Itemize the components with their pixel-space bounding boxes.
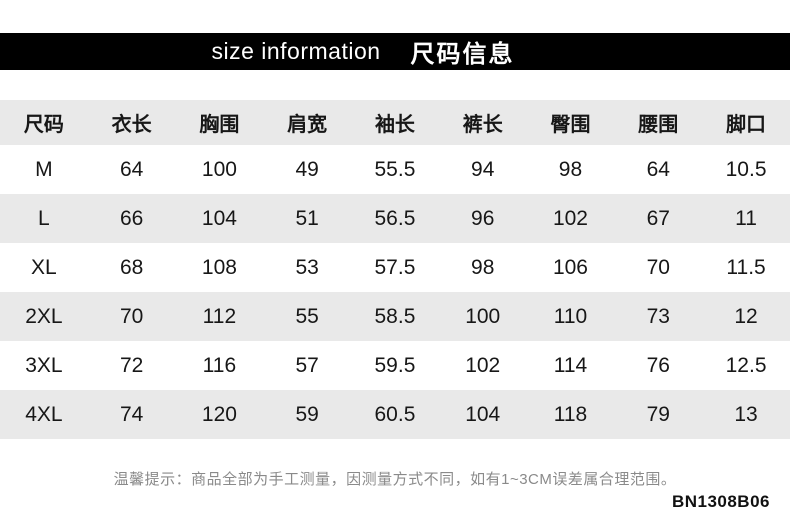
value-cell: 55.5 [374,157,416,181]
title-banner: size information 尺码信息 [0,33,790,70]
column-header: 尺码 [0,100,88,145]
value-cell: 64 [119,157,144,181]
size-table: 尺码 衣长 胸围 肩宽 袖长 裤长 臀围 腰围 脚口 M 64 100 49 55.5 94 98 64 10.… [0,100,790,439]
measurement-note: 温馨提示：商品全部为手工测量，因测量方式不同，如有1~3CM误差属合理范围。 [113,471,677,488]
title-chinese: 尺码信息 [410,41,515,68]
value-cell: 106 [552,255,588,279]
table-row: 4XL 74 120 59 60.5 104 118 79 13 [0,390,790,439]
value-cell: 66 [119,206,144,230]
table-row: 2XL 70 112 55 58.5 100 110 73 12 [0,292,790,341]
table-row: L 66 104 51 56.5 96 102 67 11 [0,194,790,243]
value-cell: 67 [646,206,670,230]
value-cell: 59.5 [374,353,416,377]
value-cell: 73 [646,304,670,328]
value-cell: 112 [202,304,237,328]
value-cell: 94 [471,157,495,181]
value-cell: 60.5 [374,402,416,426]
value-cell: 114 [553,353,588,377]
value-cell: 102 [552,206,588,230]
value-cell: 74 [119,402,144,426]
size-table-body: M 64 100 49 55.5 94 98 64 10.5 L 66 104 51 56.5 96 102 6… [0,145,790,439]
value-cell: 11.5 [726,255,766,279]
column-header: 腰围 [614,100,703,145]
value-cell: 104 [465,402,501,426]
value-cell: 70 [119,304,144,328]
value-cell: 12.5 [725,353,767,377]
value-cell: 51 [295,206,319,230]
value-cell: 98 [558,157,583,181]
column-header: 肩宽 [263,100,352,145]
column-header: 臀围 [526,100,615,145]
value-cell: 57 [295,353,319,377]
column-header: 袖长 [351,100,439,145]
value-cell: 110 [553,304,588,328]
value-cell: 102 [465,353,501,377]
value-cell: 64 [646,157,670,181]
value-cell: 100 [201,157,237,181]
value-cell: 57.5 [374,255,416,279]
column-header: 衣长 [87,100,176,145]
column-header: 裤长 [438,100,527,145]
value-cell: 98 [471,255,495,279]
value-cell: 72 [119,353,144,377]
value-cell: 13 [734,402,758,426]
value-cell: 70 [646,255,670,279]
value-cell: 116 [202,353,237,377]
size-cell: 2XL [25,304,63,328]
value-cell: 56.5 [374,206,416,230]
value-cell: 49 [295,157,319,181]
value-cell: 100 [465,304,501,328]
value-cell: 76 [646,353,670,377]
table-row: XL 68 108 53 57.5 98 106 70 11.5 [0,243,790,292]
value-cell: 11 [735,206,757,230]
value-cell: 96 [471,206,495,230]
value-cell: 12 [734,304,758,328]
title-english: size information [211,38,381,64]
size-cell: L [38,206,50,230]
value-cell: 79 [646,402,670,426]
table-row: 3XL 72 116 57 59.5 102 114 76 12.5 [0,341,790,390]
value-cell: 55 [295,304,319,328]
size-cell: XL [31,255,57,279]
value-cell: 10.5 [725,157,767,181]
header-row: 尺码 衣长 胸围 肩宽 袖长 裤长 臀围 腰围 脚口 [0,100,790,145]
value-cell: 118 [553,402,588,426]
value-cell: 108 [201,255,237,279]
product-code: BN1308B06 [671,492,770,511]
column-header: 胸围 [175,100,264,145]
table-row: M 64 100 49 55.5 94 98 64 10.5 [0,145,790,194]
size-cell: 4XL [25,402,63,426]
value-cell: 104 [201,206,237,230]
size-cell: M [35,157,53,181]
value-cell: 53 [295,255,319,279]
value-cell: 68 [119,255,144,279]
size-cell: 3XL [25,353,63,377]
value-cell: 120 [201,402,237,426]
size-table-header: 尺码 衣长 胸围 肩宽 袖长 裤长 臀围 腰围 脚口 [0,100,790,145]
value-cell: 58.5 [374,304,416,328]
value-cell: 59 [295,402,319,426]
column-header: 脚口 [702,100,790,145]
